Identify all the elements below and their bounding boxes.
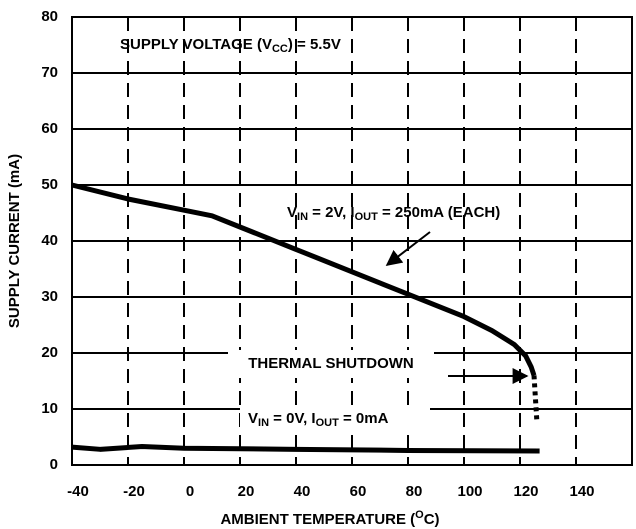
x-tick-label: -20 [123,483,145,500]
x-tick-label: 0 [186,483,194,500]
text-part: O [415,509,424,521]
plot-frame [71,16,633,466]
line-series [71,444,540,454]
y-tick-label: 20 [41,344,58,361]
text-part: IN [258,417,269,429]
grid [71,16,632,466]
text-part: IN [297,211,308,223]
text-part: V [248,410,258,427]
x-tick-label: -40 [67,483,89,500]
text-part: = 2V, I [308,204,355,221]
lines [71,182,540,454]
annotation: VIN = 0V, IOUT = 0mA [248,410,389,429]
line-series [531,375,540,421]
y-tick-label: 50 [41,176,58,193]
text-part: = 0V, I [269,410,316,427]
y-tick-label: 30 [41,288,58,305]
text-part: OUT [355,211,379,223]
text-part: CC [272,43,288,55]
annotation: VIN = 2V, IOUT = 250mA (EACH) [287,204,500,223]
y-tick-label: 60 [41,120,58,137]
text-part: C) [424,511,440,528]
text-part: = 0mA [339,410,389,427]
text-part: THERMAL SHUTDOWN [248,355,414,372]
text-part: AMBIENT TEMPERATURE ( [220,511,415,528]
x-tick-label: 40 [294,483,311,500]
labels: 0 10 20 30 40 50 60 70 80 -40 -20 0 20 40 60 80 100 120 14… [6,8,595,528]
label-box [228,350,434,378]
y-tick-label: 70 [41,64,58,81]
y-tick-label: 0 [50,456,58,473]
annotation: SUPPLY VOLTAGE (VCC) = 5.5V [120,36,341,55]
y-tick-label: 10 [41,400,58,417]
x-tick-label: 140 [569,483,594,500]
y-axis-title: SUPPLY CURRENT (mA) [6,154,23,328]
x-tick-label: 120 [513,483,538,500]
text-part: SUPPLY VOLTAGE (V [120,36,272,53]
label-box [240,405,430,435]
x-axis-title: AMBIENT TEMPERATURE (OC) [220,509,439,528]
y-tick-label: 40 [41,232,58,249]
arrow [385,231,431,266]
annotation: THERMAL SHUTDOWN [248,355,414,372]
x-tick-label: 100 [457,483,482,500]
text-part: = 250mA (EACH) [378,204,500,221]
x-tick-label: 20 [238,483,255,500]
text-part: OUT [316,417,340,429]
text-part: ) = 5.5V [288,36,341,53]
line-series [71,182,537,377]
x-tick-label: 80 [406,483,423,500]
x-tick-label: 60 [350,483,367,500]
text-part: V [287,204,297,221]
y-tick-label: 80 [41,8,58,25]
